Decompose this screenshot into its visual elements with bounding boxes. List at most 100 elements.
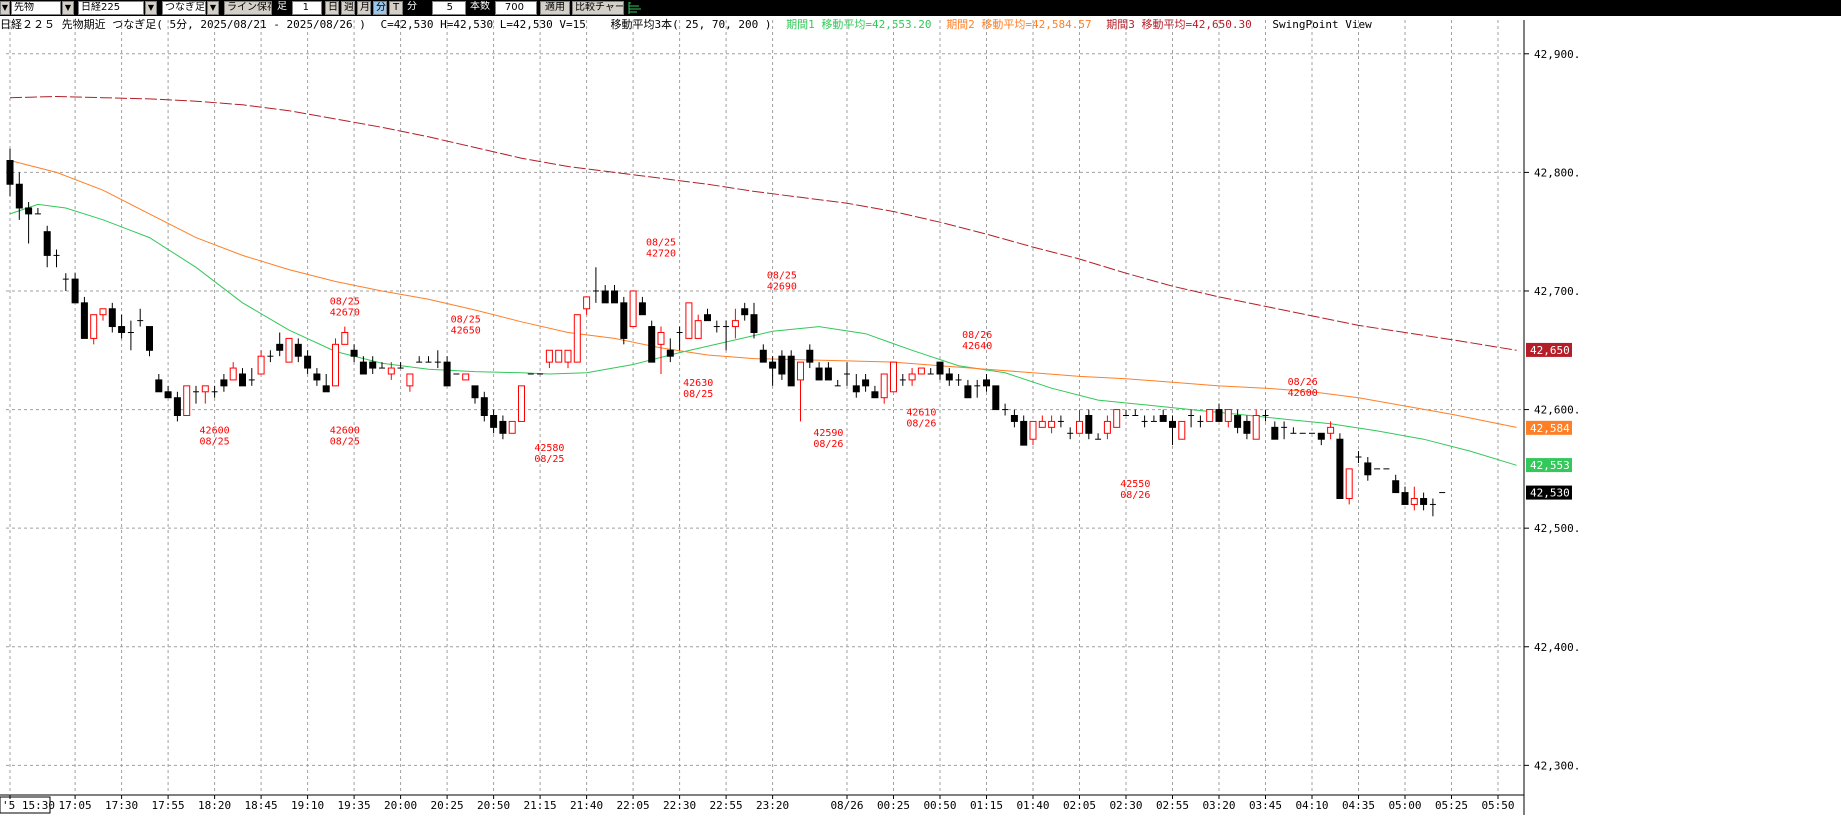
candle-body	[1206, 409, 1214, 422]
candle	[1392, 474, 1400, 494]
x-tick-label: 23:20	[756, 799, 789, 812]
minute-input[interactable]: 5	[432, 1, 466, 15]
candle-body	[322, 385, 330, 393]
candle-body	[1085, 415, 1093, 434]
candle	[1010, 409, 1018, 428]
candle-body	[99, 308, 107, 316]
x-tick-label: 21:15	[524, 799, 557, 812]
candle	[193, 385, 199, 404]
candle-body	[992, 385, 1000, 411]
y-tick-label: 42,500.	[1534, 522, 1580, 535]
candle	[648, 320, 656, 363]
price-tag-bg	[1526, 342, 1572, 357]
candle-body	[908, 373, 916, 381]
x-tick-label: 19:35	[338, 799, 371, 812]
candle	[844, 362, 850, 386]
toolbar: ▼ 先物 ▼ 日経225 ▼ つなぎ足 ▼ ライン保存 足 1 日 週 月 分 …	[0, 0, 1841, 16]
lines-icon[interactable]	[627, 1, 643, 15]
x-tick-label: 02:05	[1063, 799, 1096, 812]
candle-body	[285, 337, 293, 363]
candle-body	[155, 379, 163, 393]
x-tick-highlight	[0, 796, 51, 814]
view-mode: SwingPoint View	[1272, 18, 1372, 31]
x-tick-label: 00:50	[923, 799, 956, 812]
candle	[462, 373, 470, 381]
candle	[359, 356, 367, 375]
candle	[797, 361, 804, 422]
candle-body	[173, 397, 181, 416]
candle	[620, 296, 628, 345]
candle	[1243, 415, 1251, 440]
candle	[379, 362, 385, 369]
candle-body	[90, 314, 98, 339]
candle	[1150, 415, 1157, 422]
contract-dropdown-icon[interactable]: ▼	[145, 1, 157, 15]
candle	[806, 344, 814, 369]
chart-type-dropdown-icon[interactable]: ▼	[207, 1, 219, 15]
candle-body	[862, 379, 870, 387]
candle	[294, 338, 302, 363]
candle	[434, 350, 441, 369]
swing-label-line: 08/25	[330, 297, 360, 308]
save-line-button[interactable]: ライン保存	[224, 1, 272, 15]
contract-select[interactable]: 日経225	[78, 1, 144, 15]
interval-input[interactable]: 1	[292, 1, 322, 15]
candle-body	[545, 349, 553, 363]
candle	[285, 337, 293, 363]
day-button[interactable]: 日	[325, 1, 339, 15]
x-tick-label: 08/26	[830, 799, 863, 812]
candle	[676, 326, 683, 351]
candle	[964, 379, 972, 399]
menu-dropdown-icon[interactable]: ▼	[0, 1, 10, 15]
candle	[723, 320, 730, 351]
candle-body	[164, 391, 172, 399]
candle-body	[1178, 420, 1186, 440]
count-input[interactable]: 700	[495, 1, 537, 15]
candle-body	[769, 361, 777, 369]
y-tick-label: 42,800.	[1534, 166, 1580, 179]
candle	[1364, 457, 1372, 481]
candle	[397, 362, 404, 369]
candle	[1234, 409, 1242, 434]
tick-button[interactable]: T	[389, 1, 403, 15]
candle-body	[332, 343, 339, 387]
chart-type-select[interactable]: つなぎ足	[162, 1, 206, 15]
swing-label-line: 08/25	[683, 389, 713, 400]
minute-button[interactable]: 分	[373, 1, 387, 15]
candle	[257, 350, 265, 375]
month-button[interactable]: 月	[357, 1, 371, 15]
apply-button[interactable]: 適用	[540, 1, 570, 15]
candle-body	[1010, 415, 1018, 422]
candle-body	[936, 361, 944, 375]
compare-chart-button[interactable]: 比較チャート	[572, 1, 624, 15]
candle	[917, 367, 925, 375]
swing-label-line: 08/25	[646, 237, 676, 248]
candle	[1095, 433, 1102, 440]
candle-body	[359, 361, 367, 375]
candle-body	[462, 373, 470, 381]
candle-body	[1169, 420, 1176, 428]
candle	[1206, 409, 1214, 422]
candle	[276, 332, 284, 357]
x-tick-label: 04:10	[1295, 799, 1328, 812]
candle	[313, 368, 321, 386]
candle-body	[1252, 415, 1260, 440]
candle	[425, 356, 432, 363]
candle-body	[387, 367, 395, 375]
symbol-select[interactable]: 先物	[11, 1, 61, 15]
x-tick-label: 17:05	[59, 799, 92, 812]
candle-body	[1076, 420, 1083, 434]
candle-body	[555, 349, 563, 363]
swing-label-line: 42600	[1288, 388, 1318, 399]
swing-label-line: 42590	[813, 428, 843, 439]
candle	[1336, 433, 1344, 500]
week-button[interactable]: 週	[341, 1, 355, 15]
candle-body	[518, 385, 525, 422]
candle	[1290, 427, 1297, 434]
candle	[573, 314, 581, 363]
symbol-dropdown-icon[interactable]: ▼	[62, 1, 74, 15]
